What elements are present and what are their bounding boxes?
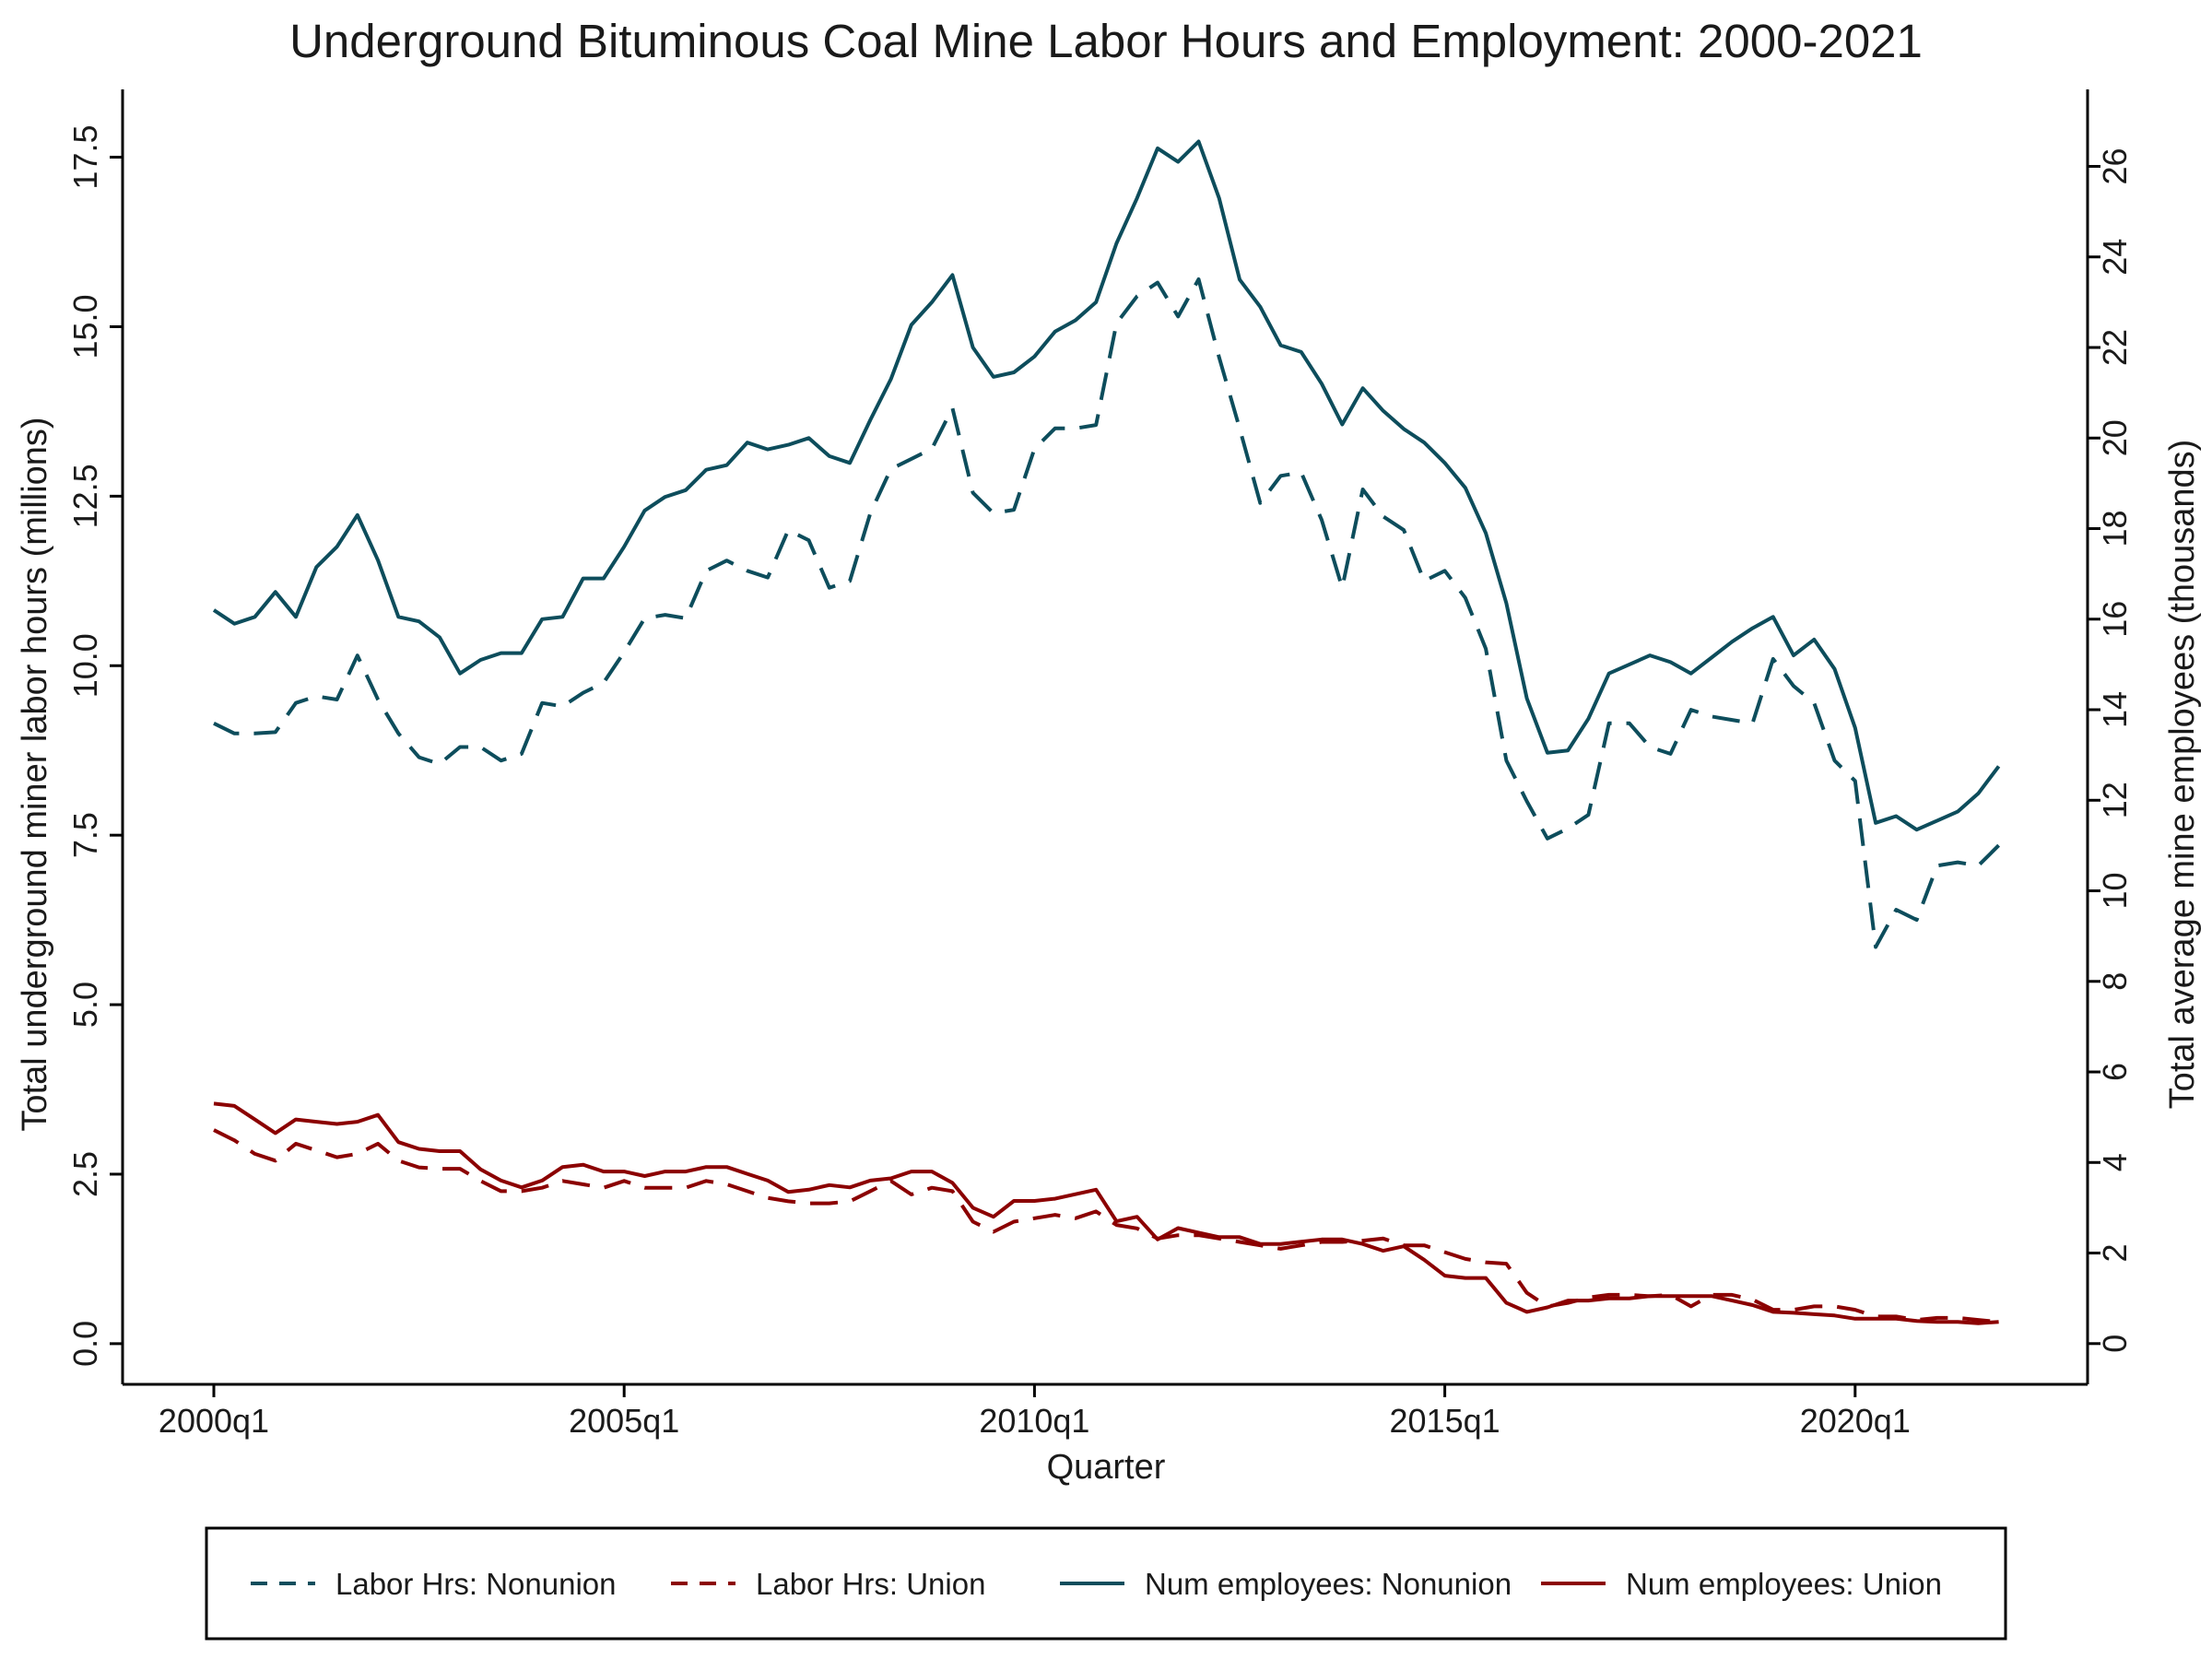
y-axis-left-label: Total underground miner labor hours (mil… xyxy=(16,417,54,1131)
x-tick-label: 2015q1 xyxy=(1390,1402,1500,1440)
y-right-tick-label: 26 xyxy=(2096,147,2134,184)
x-tick-label: 2010q1 xyxy=(979,1402,1089,1440)
y-left-tick-label: 17.5 xyxy=(66,125,104,190)
legend-label: Labor Hrs: Union xyxy=(756,1567,985,1601)
x-tick-label: 2005q1 xyxy=(569,1402,679,1440)
series-line-num-employees-nonunion xyxy=(212,139,2001,832)
x-tick-label: 2000q1 xyxy=(159,1402,269,1440)
y-left-tick-label: 10.0 xyxy=(66,633,104,698)
plot-lines xyxy=(212,139,2001,1325)
legend: Labor Hrs: Nonunion Labor Hrs: Union Num e… xyxy=(205,1526,2007,1641)
y-right-tick-label: 14 xyxy=(2096,691,2134,728)
x-axis-label: Quarter xyxy=(1047,1448,1166,1487)
y-right-tick-label: 8 xyxy=(2096,972,2134,991)
y-right-tick-label: 10 xyxy=(2096,873,2134,910)
y-right-tick-label: 6 xyxy=(2096,1063,2134,1081)
legend-label: Num employees: Nonunion xyxy=(1145,1567,1512,1601)
legend-label: Labor Hrs: Nonunion xyxy=(335,1567,617,1601)
plot-axes: 0.02.55.07.510.012.515.017.5024681012141… xyxy=(66,89,2134,1440)
x-tick-label: 2020q1 xyxy=(1800,1402,1911,1440)
y-left-tick-label: 15.0 xyxy=(66,294,104,359)
y-right-tick-label: 2 xyxy=(2096,1244,2134,1263)
y-left-tick-label: 0.0 xyxy=(66,1321,104,1367)
y-right-tick-label: 20 xyxy=(2096,419,2134,456)
y-left-tick-label: 7.5 xyxy=(66,812,104,858)
y-right-tick-label: 16 xyxy=(2096,601,2134,638)
series-line-labor-hrs-union xyxy=(213,1128,1999,1324)
y-right-tick-label: 24 xyxy=(2096,239,2134,276)
chart-title: Underground Bituminous Coal Mine Labor H… xyxy=(289,15,1923,67)
y-right-tick-label: 12 xyxy=(2096,782,2134,818)
y-right-tick-label: 22 xyxy=(2096,329,2134,366)
y-left-tick-label: 5.0 xyxy=(66,982,104,1028)
legend-label: Num employees: Union xyxy=(1626,1567,1942,1601)
series-line-labor-hrs-nonunion xyxy=(213,277,2001,949)
series-line-num-employees-union xyxy=(213,1101,1999,1325)
y-right-tick-label: 4 xyxy=(2096,1153,2134,1171)
y-left-tick-label: 12.5 xyxy=(66,464,104,528)
y-right-tick-label: 18 xyxy=(2096,510,2134,547)
y-right-tick-label: 0 xyxy=(2096,1335,2134,1353)
y-axis-right-label: Total average mine employees (thousands) xyxy=(2163,440,2202,1110)
y-left-tick-label: 2.5 xyxy=(66,1151,104,1197)
